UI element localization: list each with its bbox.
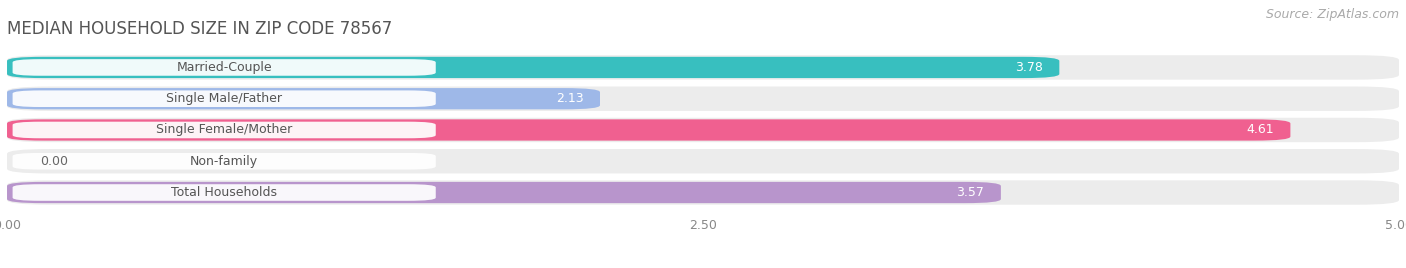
Text: Single Male/Father: Single Male/Father	[166, 92, 283, 105]
FancyBboxPatch shape	[7, 149, 1399, 173]
FancyBboxPatch shape	[13, 90, 436, 107]
FancyBboxPatch shape	[13, 122, 436, 138]
FancyBboxPatch shape	[7, 118, 1399, 142]
FancyBboxPatch shape	[13, 59, 436, 76]
Text: Total Households: Total Households	[172, 186, 277, 199]
Text: 0.00: 0.00	[41, 155, 69, 168]
Text: Married-Couple: Married-Couple	[176, 61, 271, 74]
Text: 3.78: 3.78	[1015, 61, 1043, 74]
FancyBboxPatch shape	[7, 182, 1001, 203]
FancyBboxPatch shape	[7, 87, 1399, 111]
Text: Source: ZipAtlas.com: Source: ZipAtlas.com	[1265, 8, 1399, 21]
Text: 3.57: 3.57	[956, 186, 984, 199]
FancyBboxPatch shape	[7, 55, 1399, 80]
FancyBboxPatch shape	[13, 184, 436, 201]
FancyBboxPatch shape	[7, 57, 1059, 78]
Text: Single Female/Mother: Single Female/Mother	[156, 124, 292, 136]
Text: Non-family: Non-family	[190, 155, 259, 168]
FancyBboxPatch shape	[7, 119, 1291, 141]
Text: 4.61: 4.61	[1246, 124, 1274, 136]
FancyBboxPatch shape	[13, 153, 436, 170]
Text: 2.13: 2.13	[555, 92, 583, 105]
Text: MEDIAN HOUSEHOLD SIZE IN ZIP CODE 78567: MEDIAN HOUSEHOLD SIZE IN ZIP CODE 78567	[7, 20, 392, 38]
FancyBboxPatch shape	[7, 180, 1399, 205]
FancyBboxPatch shape	[7, 88, 600, 109]
